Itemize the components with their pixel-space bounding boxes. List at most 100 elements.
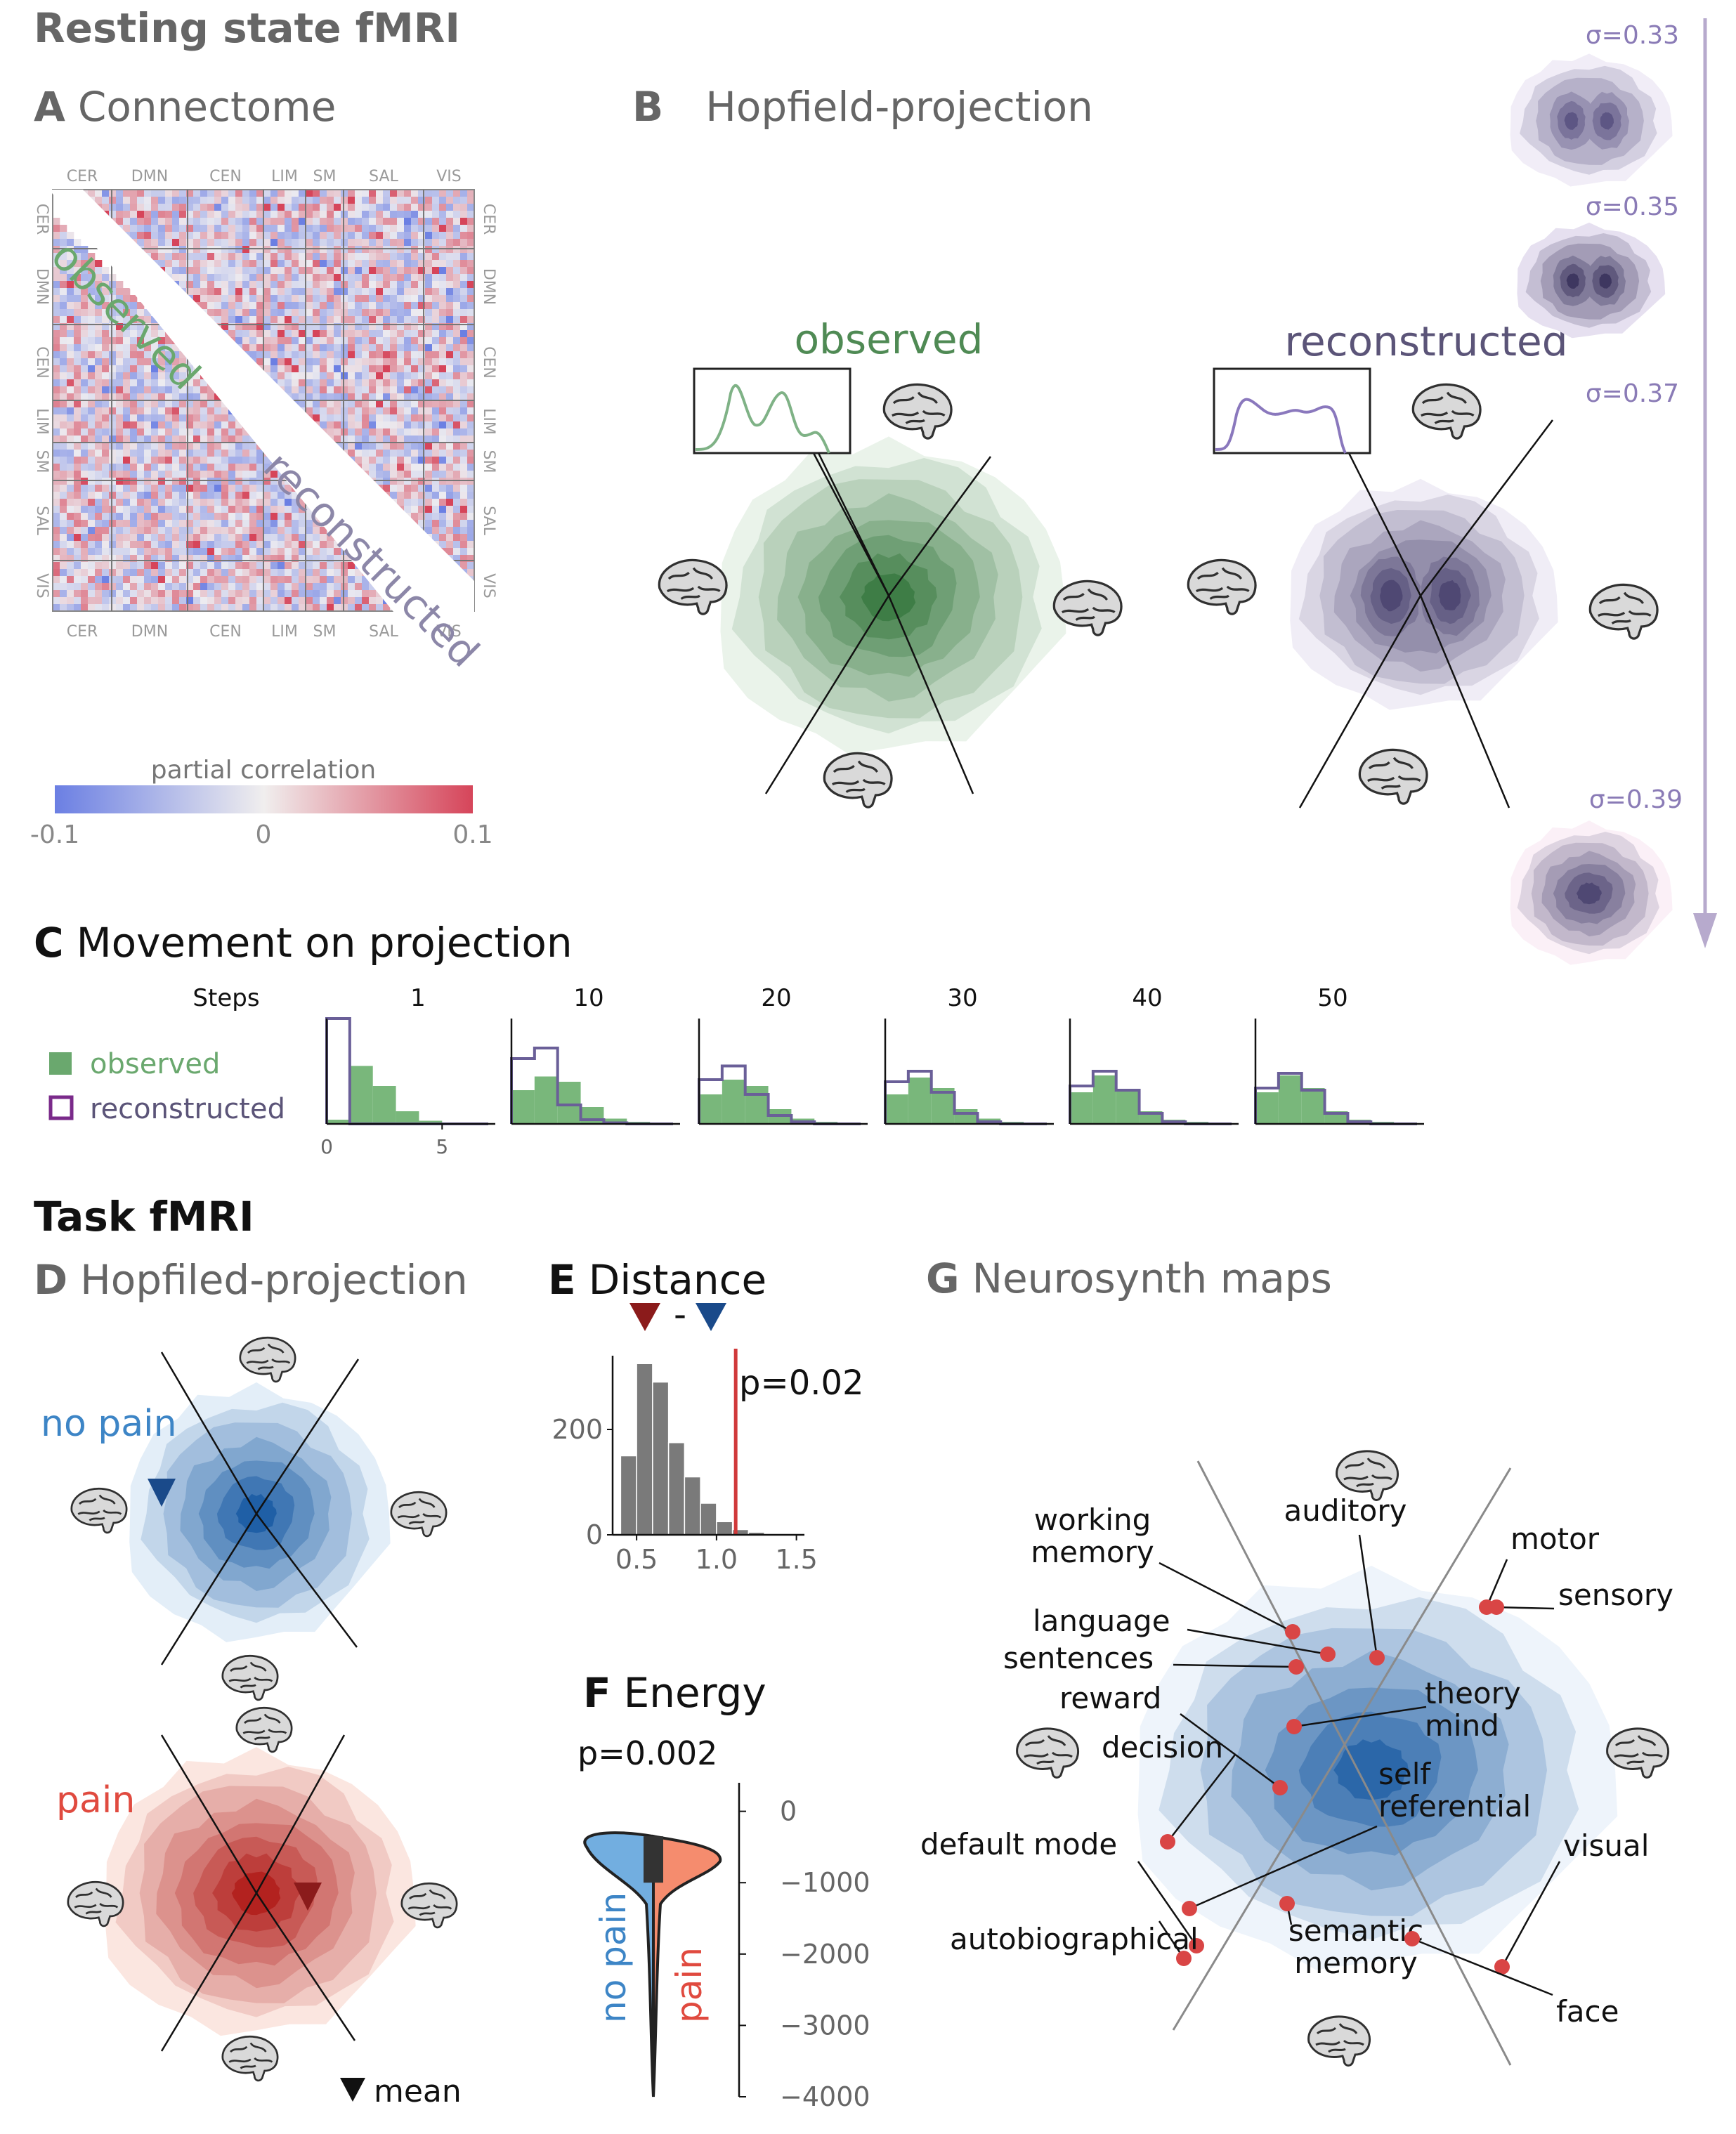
matrix-cell (278, 218, 285, 225)
matrix-cell (362, 190, 370, 197)
matrix-cell (256, 478, 264, 485)
matrix-cell (432, 344, 440, 352)
matrix-cell (292, 232, 299, 240)
matrix-cell (81, 513, 89, 521)
matrix-cell (418, 232, 426, 240)
matrix-cell (397, 323, 405, 331)
matrix-cell (285, 527, 292, 535)
matrix-cell (306, 541, 313, 549)
distance-x-tick: 1.5 (775, 1544, 817, 1575)
matrix-cell (306, 351, 313, 359)
matrix-cell (362, 197, 370, 204)
matrix-cell (439, 457, 447, 464)
matrix-cell (214, 274, 222, 282)
matrix-cell (418, 407, 426, 415)
matrix-cell (172, 218, 180, 225)
matrix-cell (130, 372, 138, 380)
matrix-cell (235, 590, 243, 598)
matrix-cell (186, 428, 194, 436)
matrix-cell (313, 583, 320, 591)
energy-y-tick: −1000 (780, 1867, 870, 1898)
matrix-cell (95, 316, 103, 324)
matrix-cell (439, 407, 447, 415)
matrix-cell (270, 281, 278, 289)
matrix-cell (320, 232, 327, 240)
matrix-cell (214, 414, 222, 422)
matrix-cell (411, 464, 419, 471)
matrix-cell (263, 527, 271, 535)
matrix-cell (460, 281, 468, 289)
matrix-cell (425, 197, 433, 204)
matrix-cell (425, 253, 433, 261)
matrix-cell (130, 527, 138, 535)
matrix-cell (270, 323, 278, 331)
matrix-cell (144, 513, 152, 521)
matrix-cell (137, 400, 145, 408)
matrix-cell (418, 457, 426, 464)
matrix-cell (348, 309, 355, 317)
panel-d-title: D Hopfiled-projection (34, 1256, 468, 1304)
matrix-cell (123, 583, 131, 591)
matrix-cell (207, 534, 215, 542)
matrix-cell (109, 190, 117, 197)
matrix-cell (144, 464, 152, 471)
matrix-cell (327, 534, 334, 542)
matrix-cell (193, 492, 201, 499)
matrix-cell (221, 527, 229, 535)
brain-icon (221, 2035, 279, 2082)
matrix-cell (460, 407, 468, 415)
matrix-cell (74, 450, 81, 457)
matrix-cell (362, 457, 370, 464)
matrix-cell (404, 499, 412, 506)
panel-e-text: Distance (589, 1256, 767, 1304)
panel-d-text: Hopfiled-projection (80, 1256, 468, 1304)
matrix-cell (116, 218, 124, 225)
matrix-cell (228, 506, 236, 513)
matrix-cell (144, 351, 152, 359)
matrix-cell (467, 386, 475, 394)
matrix-cell (144, 323, 152, 331)
matrix-cell (453, 527, 461, 535)
matrix-cell (207, 436, 215, 443)
matrix-cell (102, 316, 110, 324)
matrix-cell (102, 443, 110, 450)
matrix-cell (235, 309, 243, 317)
term-label: default mode (920, 1827, 1117, 1861)
matrix-cell (432, 267, 440, 275)
matrix-cell (165, 393, 173, 401)
matrix-cell (130, 576, 138, 584)
matrix-cell (306, 569, 313, 577)
matrix-cell (439, 443, 447, 450)
matrix-cell (74, 414, 81, 422)
matrix-cell (151, 379, 159, 387)
matrix-cell (60, 450, 67, 457)
matrix-cell (278, 471, 285, 478)
matrix-cell (235, 218, 243, 225)
matrix-cell (109, 478, 117, 485)
term-leader-line (1173, 1663, 1297, 1668)
matrix-cell (411, 309, 419, 317)
matrix-cell (60, 590, 67, 598)
matrix-cell (278, 351, 285, 359)
matrix-cell (299, 379, 306, 387)
matrix-cell (467, 197, 475, 204)
matrix-cell (109, 569, 117, 577)
matrix-cell (327, 316, 334, 324)
matrix-cell (95, 506, 103, 513)
matrix-cell (235, 337, 243, 345)
matrix-cell (411, 316, 419, 324)
matrix-cell (249, 478, 257, 485)
term-label: semantic memory (1288, 1913, 1423, 1980)
matrix-cell (165, 344, 173, 352)
matrix-cell (193, 520, 201, 528)
matrix-cell (362, 295, 370, 303)
matrix-cell (123, 492, 131, 499)
matrix-cell (341, 253, 348, 261)
matrix-cell (404, 421, 412, 429)
matrix-cell (418, 288, 426, 296)
matrix-cell (81, 534, 89, 542)
matrix-cell (390, 386, 398, 394)
term-label: language (1033, 1604, 1170, 1638)
matrix-cell (299, 316, 306, 324)
matrix-cell (355, 457, 363, 464)
